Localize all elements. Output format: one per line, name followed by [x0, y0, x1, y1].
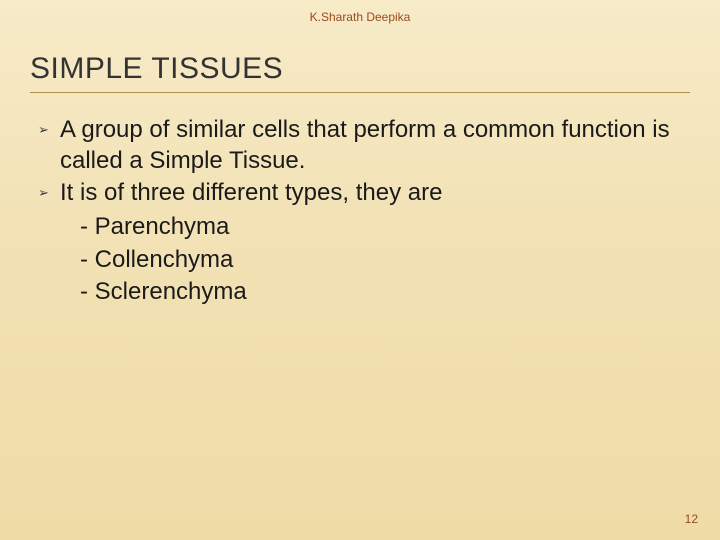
title-underline	[30, 92, 690, 93]
bullet-item: ➢ A group of similar cells that perform …	[38, 115, 680, 176]
author-name: K.Sharath Deepika	[0, 10, 720, 24]
page-number: 12	[685, 512, 698, 526]
bullet-text: It is of three different types, they are	[60, 179, 442, 206]
bullet-item: ➢ It is of three different types, they a…	[38, 178, 680, 209]
content-area: ➢ A group of similar cells that perform …	[38, 115, 680, 308]
bullet-marker-icon: ➢	[38, 185, 49, 202]
sub-item: - Sclerenchyma	[80, 276, 680, 308]
slide: K.Sharath Deepika SIMPLE TISSUES ➢ A gro…	[0, 0, 720, 540]
bullet-text: A group of similar cells that perform a …	[60, 116, 670, 174]
bullet-marker-icon: ➢	[38, 122, 49, 139]
slide-title: SIMPLE TISSUES	[30, 52, 283, 86]
sub-item: - Collenchyma	[80, 244, 680, 276]
sub-item: - Parenchyma	[80, 211, 680, 243]
